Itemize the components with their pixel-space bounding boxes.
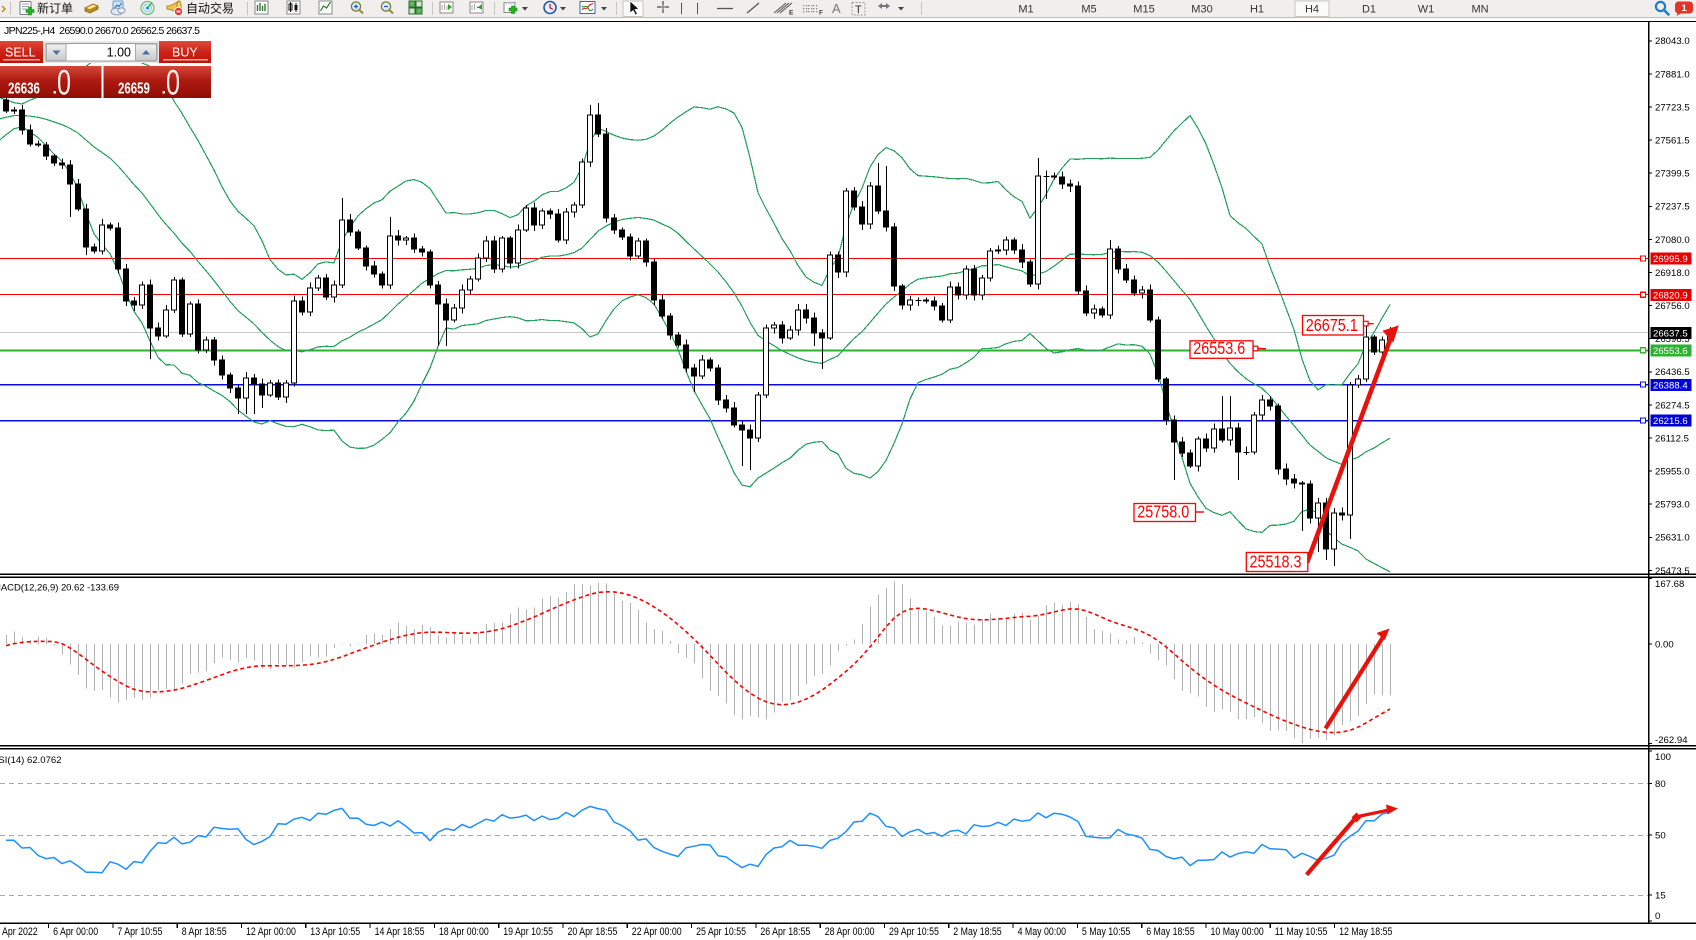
svg-text:自动交易: 自动交易	[186, 1, 234, 16]
svg-text:25793.0: 25793.0	[1655, 500, 1690, 511]
svg-text:0: 0	[57, 64, 71, 103]
svg-text:26 Apr 18:55: 26 Apr 18:55	[760, 926, 810, 938]
svg-text:.: .	[53, 81, 57, 98]
svg-text:26215.6: 26215.6	[1653, 416, 1688, 427]
svg-text:12 May 18:55: 12 May 18:55	[1339, 926, 1393, 938]
svg-text:7 Apr 10:55: 7 Apr 10:55	[117, 926, 162, 938]
svg-text:13 Apr 10:55: 13 Apr 10:55	[310, 926, 360, 938]
svg-text:M5: M5	[1081, 4, 1096, 16]
svg-text:26598.5: 26598.5	[1655, 334, 1690, 345]
svg-text:M1: M1	[1018, 4, 1033, 16]
svg-text:27080.0: 27080.0	[1655, 235, 1690, 246]
svg-text:50: 50	[1655, 830, 1666, 841]
svg-text:26918.0: 26918.0	[1655, 268, 1690, 279]
svg-text:MN: MN	[1471, 4, 1488, 16]
svg-text:RSI(14) 62.0762: RSI(14) 62.0762	[0, 755, 62, 766]
svg-text:M30: M30	[1191, 4, 1212, 16]
svg-text:2 May 18:55: 2 May 18:55	[953, 926, 1002, 938]
svg-text:0: 0	[1655, 911, 1660, 922]
svg-text:28 Apr 00:00: 28 Apr 00:00	[825, 926, 875, 938]
svg-text:6 May 18:55: 6 May 18:55	[1146, 926, 1195, 938]
svg-text:12 Apr 00:00: 12 Apr 00:00	[246, 926, 296, 938]
svg-text:28043.0: 28043.0	[1655, 36, 1690, 47]
svg-text:1: 1	[1682, 3, 1688, 14]
svg-text:26553.6: 26553.6	[1193, 339, 1245, 359]
svg-text:26995.9: 26995.9	[1653, 254, 1688, 265]
svg-text:Apr 2022: Apr 2022	[2, 926, 38, 938]
svg-text:26820.9: 26820.9	[1653, 291, 1688, 302]
svg-text:22 Apr 00:00: 22 Apr 00:00	[632, 926, 682, 938]
svg-text:-262.94: -262.94	[1655, 735, 1688, 746]
svg-text:29 Apr 10:55: 29 Apr 10:55	[889, 926, 939, 938]
svg-text:26388.4: 26388.4	[1653, 380, 1688, 391]
svg-text:27723.5: 27723.5	[1655, 102, 1690, 113]
svg-text:0.00: 0.00	[1655, 639, 1674, 650]
svg-text:H1: H1	[1250, 4, 1264, 16]
svg-text:25518.3: 25518.3	[1250, 552, 1302, 572]
svg-text:26553.6: 26553.6	[1653, 346, 1688, 357]
svg-text:新订单: 新订单	[37, 1, 73, 16]
svg-text:15: 15	[1655, 891, 1666, 902]
svg-text:E: E	[789, 10, 794, 17]
svg-text:W1: W1	[1418, 4, 1435, 16]
svg-text:0: 0	[166, 64, 180, 103]
svg-text:20 Apr 18:55: 20 Apr 18:55	[568, 926, 618, 938]
svg-text:26636: 26636	[8, 80, 40, 97]
svg-text:26637.5: 26637.5	[1653, 329, 1688, 340]
svg-text:80: 80	[1655, 779, 1666, 790]
svg-text:JPN225-,H4 26590.0 26670.0 26: JPN225-,H4 26590.0 26670.0 26562.5 26637…	[4, 25, 200, 37]
svg-text:SELL: SELL	[5, 46, 36, 60]
svg-text:8 Apr 18:55: 8 Apr 18:55	[182, 926, 227, 938]
svg-text:4 May 00:00: 4 May 00:00	[1018, 926, 1067, 938]
svg-text:F: F	[819, 10, 823, 17]
svg-text:25758.0: 25758.0	[1137, 502, 1189, 522]
svg-text:27399.5: 27399.5	[1655, 169, 1690, 180]
svg-text:26756.0: 26756.0	[1655, 301, 1690, 312]
svg-text:.: .	[162, 81, 166, 98]
svg-text:18 Apr 00:00: 18 Apr 00:00	[439, 926, 489, 938]
svg-text:100: 100	[1655, 752, 1671, 763]
svg-text:11 May 10:55: 11 May 10:55	[1275, 926, 1328, 938]
svg-text:26659: 26659	[118, 80, 150, 97]
svg-text:H4: H4	[1305, 4, 1319, 16]
svg-text:25 Apr 10:55: 25 Apr 10:55	[696, 926, 746, 938]
svg-text:26112.5: 26112.5	[1655, 433, 1689, 444]
svg-text:27881.0: 27881.0	[1655, 69, 1690, 80]
svg-text:D1: D1	[1362, 4, 1376, 16]
svg-text:BUY: BUY	[172, 46, 198, 60]
svg-text:26436.5: 26436.5	[1655, 367, 1690, 378]
svg-text:25473.5: 25473.5	[1655, 566, 1690, 577]
svg-text:26675.1: 26675.1	[1306, 315, 1358, 335]
svg-text:1.00: 1.00	[107, 46, 131, 60]
svg-text:M15: M15	[1133, 4, 1154, 16]
svg-text:A: A	[832, 1, 841, 16]
svg-text:167.68: 167.68	[1655, 579, 1684, 590]
svg-text:10 May 00:00: 10 May 00:00	[1211, 926, 1265, 938]
svg-text:25631.0: 25631.0	[1655, 533, 1690, 544]
svg-text:26274.5: 26274.5	[1655, 400, 1690, 411]
svg-text:MACD(12,26,9) 20.62 -133.69: MACD(12,26,9) 20.62 -133.69	[0, 582, 119, 593]
svg-text:5 May 10:55: 5 May 10:55	[1082, 926, 1131, 938]
svg-text:T: T	[855, 4, 862, 16]
svg-text:19 Apr 10:55: 19 Apr 10:55	[503, 926, 553, 938]
svg-text:6 Apr 00:00: 6 Apr 00:00	[53, 926, 98, 938]
svg-text:25955.0: 25955.0	[1655, 467, 1690, 478]
svg-text:14 Apr 18:55: 14 Apr 18:55	[375, 926, 425, 938]
svg-text:27237.5: 27237.5	[1655, 202, 1690, 213]
svg-text:27561.5: 27561.5	[1655, 136, 1690, 147]
